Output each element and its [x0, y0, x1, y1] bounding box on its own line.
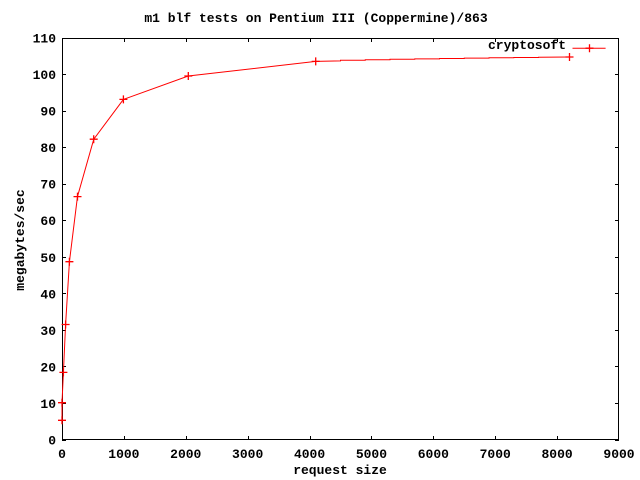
svg-text:50: 50 — [40, 251, 56, 266]
svg-text:20: 20 — [40, 360, 56, 375]
svg-text:0: 0 — [48, 434, 56, 449]
svg-text:9000: 9000 — [603, 447, 634, 462]
svg-text:8000: 8000 — [542, 447, 573, 462]
svg-text:90: 90 — [40, 105, 56, 120]
svg-text:m1 blf tests on Pentium III (C: m1 blf tests on Pentium III (Coppermine)… — [144, 11, 487, 26]
svg-text:cryptosoft: cryptosoft — [488, 38, 566, 53]
svg-text:3000: 3000 — [232, 447, 263, 462]
svg-text:10: 10 — [40, 397, 56, 412]
svg-text:1000: 1000 — [108, 447, 139, 462]
svg-text:80: 80 — [40, 141, 56, 156]
svg-text:30: 30 — [40, 324, 56, 339]
svg-text:60: 60 — [40, 214, 56, 229]
svg-text:6000: 6000 — [418, 447, 449, 462]
svg-text:70: 70 — [40, 178, 56, 193]
svg-text:7000: 7000 — [480, 447, 511, 462]
svg-text:0: 0 — [58, 447, 66, 462]
svg-text:request size: request size — [293, 463, 387, 478]
svg-text:5000: 5000 — [356, 447, 387, 462]
svg-text:110: 110 — [33, 32, 57, 47]
svg-text:4000: 4000 — [294, 447, 325, 462]
svg-text:megabytes/sec: megabytes/sec — [13, 189, 28, 291]
svg-text:2000: 2000 — [170, 447, 201, 462]
svg-text:100: 100 — [33, 68, 57, 83]
svg-text:40: 40 — [40, 287, 56, 302]
